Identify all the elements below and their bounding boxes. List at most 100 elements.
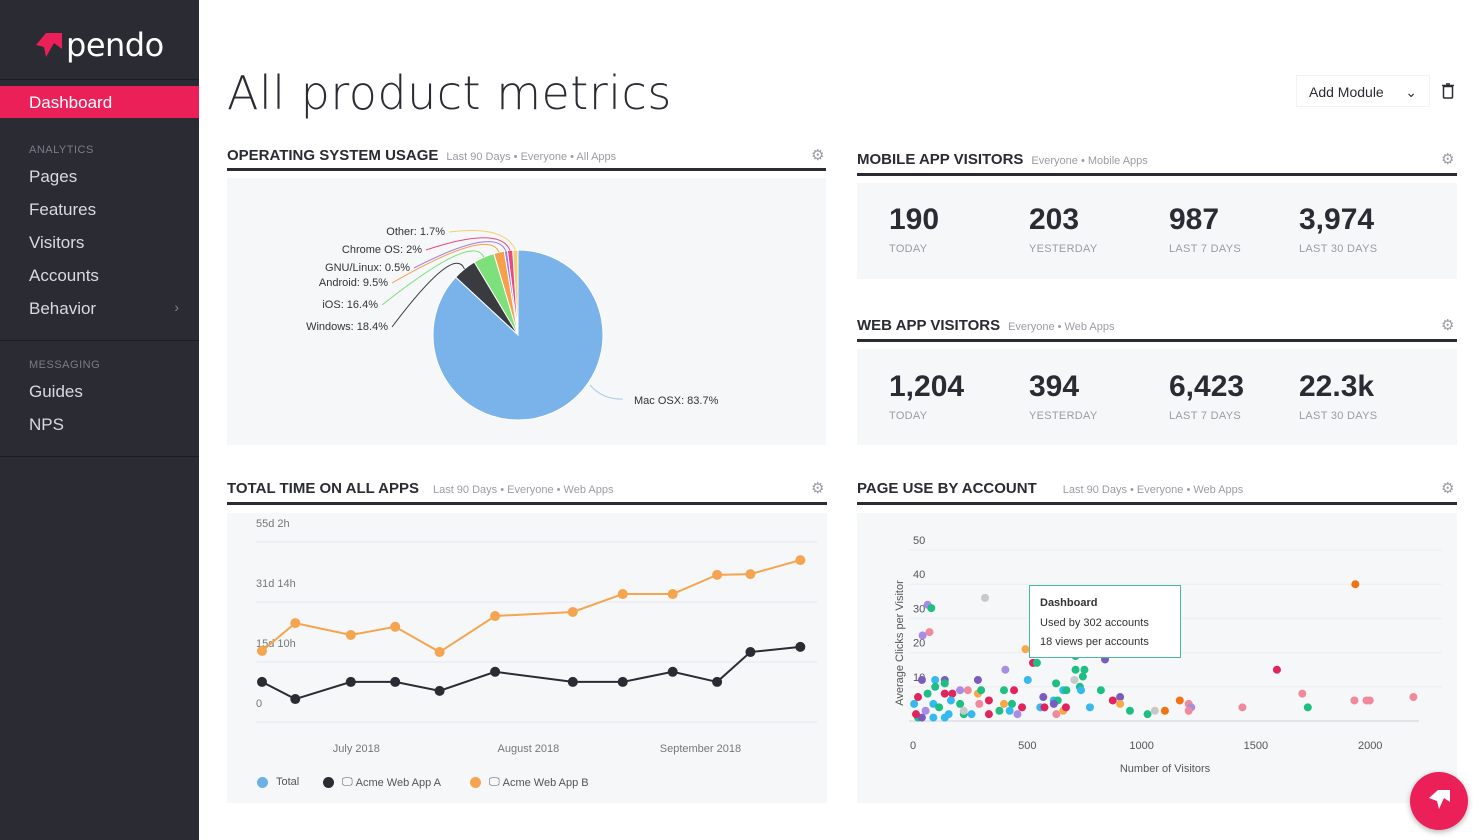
data-point	[977, 686, 986, 695]
panel-title: PAGE USE BY ACCOUNT	[857, 480, 1037, 497]
page-use-panel: 10203040500500100015002000Number of Visi…	[857, 513, 1457, 803]
data-point	[290, 694, 301, 705]
data-point	[1013, 710, 1022, 719]
gear-icon[interactable]: ⚙	[1441, 151, 1455, 168]
data-point	[948, 689, 957, 698]
legend-acme-b[interactable]: 🖵 Acme Web App B	[470, 776, 589, 789]
stat-label: YESTERDAY	[1029, 410, 1098, 422]
data-point	[712, 676, 723, 687]
y-tick-label: 50	[913, 535, 925, 547]
divider	[227, 168, 826, 171]
data-point	[1108, 696, 1117, 705]
gear-icon[interactable]: ⚙	[1441, 480, 1455, 497]
x-tick-label: August 2018	[498, 743, 560, 755]
data-point	[667, 589, 678, 600]
y-tick-label: 30	[913, 603, 925, 615]
sidebar-item-pages[interactable]: Pages	[29, 167, 78, 186]
data-point	[917, 713, 926, 722]
data-point	[1078, 672, 1087, 681]
page-use-scatter-chart: 10203040500500100015002000Number of Visi…	[894, 535, 1442, 775]
data-point	[1143, 710, 1152, 719]
pendo-resource-center-button[interactable]	[1410, 772, 1468, 830]
data-point	[290, 618, 301, 629]
sidebar-item-features[interactable]: Features	[29, 200, 97, 219]
tooltip-line: 18 views per accounts	[1040, 636, 1149, 648]
stat-value: 987	[1169, 203, 1220, 236]
stat-today: 190 TODAY	[889, 203, 939, 255]
trash-icon[interactable]	[1442, 83, 1454, 99]
pie-label: Mac OSX: 83.7%	[634, 395, 719, 407]
gear-icon[interactable]: ⚙	[811, 147, 825, 164]
data-point	[999, 686, 1008, 695]
data-point	[1184, 706, 1193, 715]
data-point	[667, 666, 678, 677]
sidebar-item-dashboard[interactable]: Dashboard	[0, 86, 199, 118]
stat-value: 6,423	[1169, 370, 1245, 403]
legend-dot	[323, 777, 334, 788]
data-point	[434, 685, 445, 696]
stat-value: 3,974	[1299, 203, 1375, 236]
panel-title: TOTAL TIME ON ALL APPS	[227, 480, 419, 497]
stat-last-7-days: 987 LAST 7 DAYS	[1169, 203, 1241, 255]
gear-icon[interactable]: ⚙	[1441, 317, 1455, 334]
legend-acme-a[interactable]: 🖵 Acme Web App A	[323, 776, 441, 789]
legend-total[interactable]: Total	[257, 776, 299, 788]
sidebar-item-visitors[interactable]: Visitors	[29, 233, 85, 252]
x-tick-label: 1000	[1129, 740, 1153, 752]
stat-last-30-days: 3,974 LAST 30 DAYS	[1299, 203, 1377, 255]
data-point	[745, 569, 756, 580]
gear-icon[interactable]: ⚙	[811, 480, 825, 497]
data-point	[1272, 665, 1281, 674]
pie-connector	[413, 241, 507, 269]
data-point	[1001, 665, 1010, 674]
data-point	[984, 710, 993, 719]
data-point	[1303, 703, 1312, 712]
x-axis-label: Number of Visitors	[1120, 763, 1211, 775]
divider	[857, 339, 1457, 342]
divider	[857, 502, 1457, 505]
os-usage-panel: Other: 1.7% Chrome OS: 2% GNU/Linux: 0.5% A…	[227, 178, 826, 445]
data-point	[1409, 693, 1418, 702]
panel-filter: Last 90 Days • Everyone • Web Apps	[432, 484, 614, 496]
sidebar-item-nps[interactable]: NPS	[29, 415, 64, 434]
data-point	[935, 703, 944, 712]
data-point	[927, 604, 936, 613]
sidebar: pendo Dashboard ANALYTICS Pages Features…	[0, 0, 199, 840]
stat-label: LAST 30 DAYS	[1299, 243, 1378, 255]
panel-filter: Everyone • Mobile Apps	[1031, 155, 1148, 167]
sidebar-item-guides[interactable]: Guides	[29, 382, 83, 401]
data-point	[923, 689, 932, 698]
sidebar-item-behavior[interactable]: Behavior ›	[29, 299, 179, 319]
data-point	[1070, 675, 1079, 684]
sidebar-item-accounts[interactable]: Accounts	[29, 266, 99, 285]
stat-yesterday: 394 YESTERDAY	[1029, 370, 1098, 422]
data-point	[940, 689, 949, 698]
panel-title: OPERATING SYSTEM USAGE	[227, 147, 439, 164]
data-point	[1365, 696, 1374, 705]
pendo-logo[interactable]: pendo	[34, 26, 164, 64]
data-point	[1021, 645, 1030, 654]
stat-value: 1,204	[889, 370, 965, 403]
add-module-dropdown[interactable]: Add Module ⌄	[1296, 75, 1430, 107]
stat-label: LAST 7 DAYS	[1169, 410, 1241, 422]
data-point	[1298, 689, 1307, 698]
pie-label: Android: 9.5%	[319, 277, 388, 289]
divider	[0, 79, 199, 80]
data-point	[956, 686, 965, 695]
data-point	[490, 666, 501, 677]
y-tick-label: 40	[913, 569, 925, 581]
data-point	[257, 676, 267, 687]
divider	[227, 502, 827, 505]
panel-filter: Last 90 Days • Everyone • All Apps	[446, 151, 617, 163]
data-point	[921, 706, 930, 715]
chart-tooltip: Dashboard Used by 302 accounts 18 views …	[1029, 585, 1181, 658]
data-point	[390, 676, 401, 687]
stat-value: 190	[889, 203, 940, 236]
data-point	[995, 706, 1004, 715]
stat-label: LAST 7 DAYS	[1169, 243, 1241, 255]
pendo-logo-icon	[36, 33, 62, 57]
data-point	[917, 675, 926, 684]
data-point	[929, 713, 938, 722]
legend-label: Total	[276, 776, 300, 788]
